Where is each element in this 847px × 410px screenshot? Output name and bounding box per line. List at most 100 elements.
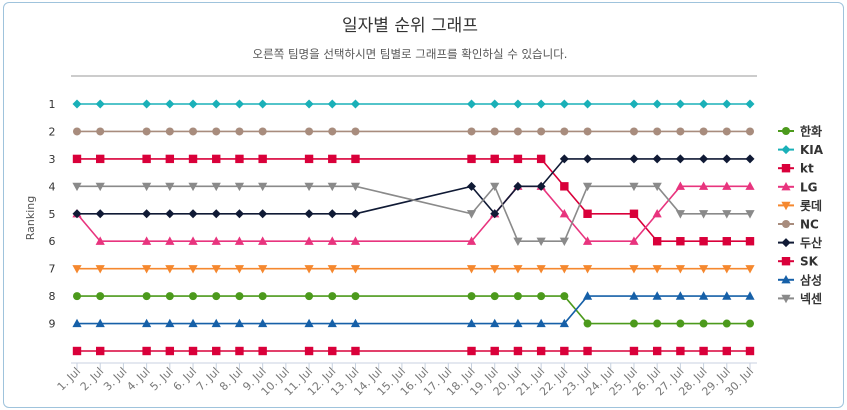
series-0 — [73, 292, 754, 328]
data-point — [72, 154, 82, 164]
data-point — [142, 154, 151, 164]
data-point — [629, 346, 639, 356]
data-point — [142, 292, 151, 301]
legend-item[interactable]: KIA — [778, 143, 824, 157]
legend-marker — [781, 145, 791, 155]
data-point — [536, 265, 546, 274]
data-point — [560, 346, 569, 356]
y-tick-label: 6 — [49, 235, 56, 248]
data-point — [676, 127, 685, 136]
data-point — [582, 265, 593, 274]
legend-marker — [781, 238, 791, 248]
data-point — [258, 265, 268, 274]
data-point — [675, 265, 685, 274]
x-tick-label: 5. Jul — [147, 365, 175, 393]
data-point — [188, 99, 198, 109]
data-point — [582, 236, 593, 245]
data-point — [73, 292, 81, 301]
data-point — [304, 265, 314, 274]
data-point — [350, 236, 361, 245]
x-tick-label: 3. Jul — [101, 365, 129, 393]
data-point — [745, 99, 755, 109]
legend-item[interactable]: NC — [778, 218, 819, 232]
data-point — [722, 265, 732, 274]
data-point — [560, 182, 569, 191]
data-point — [513, 292, 522, 301]
data-point — [96, 292, 105, 301]
data-point — [72, 209, 82, 219]
legend-item[interactable]: SK — [778, 255, 819, 269]
data-point — [165, 127, 174, 136]
legend-item[interactable]: 한화 — [778, 124, 822, 139]
data-point — [745, 346, 755, 356]
legend-item[interactable]: LG — [778, 180, 818, 194]
legend-label: KIA — [800, 143, 824, 157]
data-point — [537, 292, 546, 301]
data-point — [583, 319, 592, 328]
x-tick-label: 1. Jul — [55, 365, 83, 393]
series-2 — [72, 154, 755, 246]
data-point — [304, 236, 314, 245]
legend-label: 넥센 — [800, 291, 822, 306]
data-point — [490, 182, 500, 192]
data-point — [699, 237, 708, 246]
data-point — [513, 154, 523, 164]
data-point — [583, 209, 592, 218]
data-point — [467, 181, 477, 191]
x-tick-label: 7. Jul — [194, 365, 222, 393]
data-point — [142, 99, 152, 109]
data-point — [536, 154, 546, 164]
data-point — [745, 181, 755, 190]
y-tick-label: 3 — [49, 153, 56, 166]
data-point — [212, 346, 221, 356]
data-point — [188, 236, 198, 245]
data-point — [536, 237, 546, 247]
data-point — [188, 265, 198, 274]
data-point — [72, 99, 82, 109]
data-point — [652, 154, 662, 164]
legend-item[interactable]: 넥센 — [778, 291, 822, 306]
data-point — [559, 154, 569, 164]
data-point — [513, 318, 523, 328]
chart-subtitle: 오른쪽 팀명을 선택하시면 팀별로 그래프를 확인하실 수 있습니다. — [253, 47, 568, 61]
data-point — [629, 236, 639, 245]
data-point — [745, 154, 755, 164]
data-point — [72, 318, 82, 328]
legend-label: 삼성 — [800, 272, 822, 287]
data-point — [211, 99, 221, 109]
y-tick-label: 9 — [49, 318, 56, 331]
y-tick-label: 2 — [49, 125, 56, 138]
data-point — [235, 154, 244, 164]
data-point — [212, 154, 221, 164]
data-point — [234, 318, 245, 328]
legend-item[interactable]: 두산 — [778, 235, 822, 250]
legend-item[interactable]: 삼성 — [778, 272, 822, 287]
legend-label: NC — [800, 218, 819, 232]
data-point — [351, 127, 360, 136]
data-point — [95, 265, 105, 274]
legend-item[interactable]: kt — [778, 162, 814, 176]
data-point — [165, 265, 175, 274]
series-line — [77, 295, 750, 325]
data-point — [676, 319, 685, 328]
data-point — [350, 318, 361, 328]
data-point — [328, 346, 337, 356]
data-point — [722, 210, 732, 219]
data-point — [165, 318, 175, 328]
data-point — [212, 292, 221, 301]
legend-label: LG — [800, 180, 818, 194]
data-point — [258, 154, 267, 164]
legend-label: 한화 — [800, 124, 822, 139]
data-point — [142, 127, 151, 136]
legend-marker — [781, 275, 791, 284]
data-point — [652, 291, 662, 300]
data-point — [234, 265, 245, 274]
data-point — [490, 292, 499, 301]
data-point — [675, 154, 685, 164]
data-point — [142, 346, 151, 356]
legend-item[interactable]: 롯데 — [778, 198, 822, 213]
data-point — [234, 236, 245, 245]
